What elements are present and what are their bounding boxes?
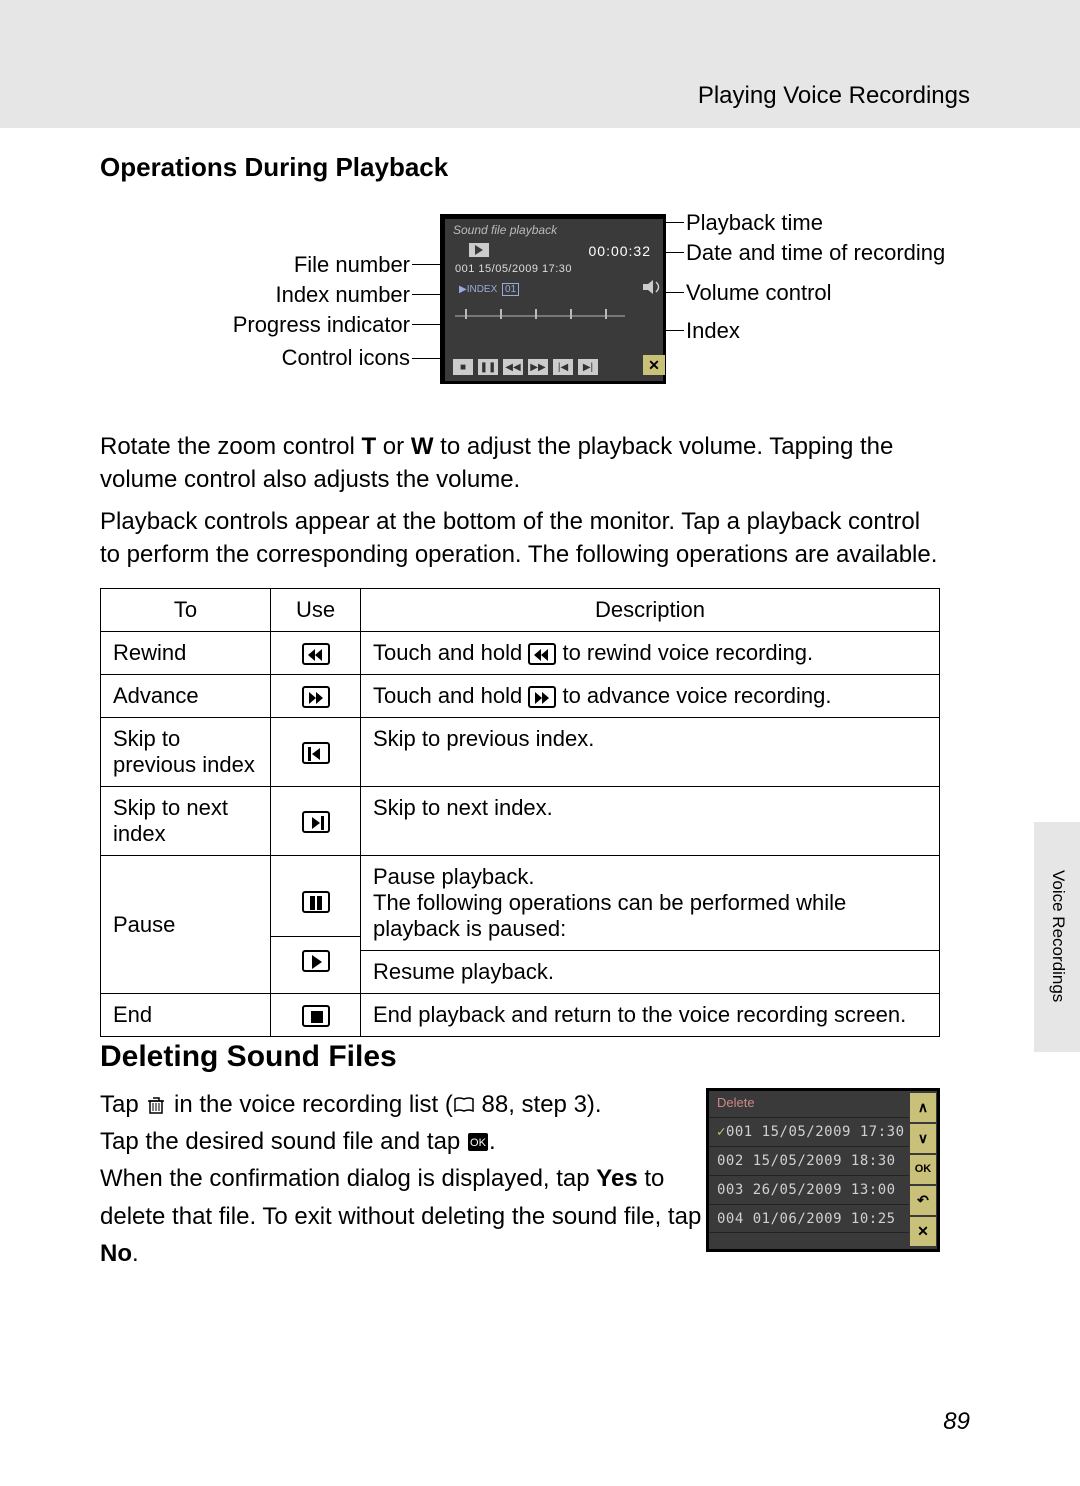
book-icon [453,1089,475,1109]
down-icon[interactable]: ∨ [910,1124,936,1153]
ok-icon[interactable]: OK [910,1155,936,1184]
volume-icon[interactable] [641,277,665,297]
delete-row[interactable]: 004 01/06/2009 10:25 [709,1204,909,1233]
row-skip-next: Skip to next index Skip to next index. [101,787,940,856]
rewind-icon[interactable]: ◀◀ [503,359,523,375]
rewind-icon [528,643,556,665]
label-date-time: Date and time of recording [686,240,945,266]
playback-diagram: File number Index number Progress indica… [100,210,940,410]
col-desc: Description [361,589,940,632]
play-indicator-icon [469,243,489,257]
row-advance: Advance Touch and hold to advance voice … [101,675,940,718]
index-line: ▶INDEX 01 [459,283,519,296]
up-icon[interactable]: ∧ [910,1093,936,1122]
col-to: To [101,589,271,632]
skip-next-icon[interactable]: ▶| [578,359,598,375]
side-label: Voice Recordings [1048,870,1068,1002]
page-number: 89 [943,1408,970,1436]
playback-time: 00:00:32 [589,243,652,259]
pause-icon[interactable]: ❚❚ [478,359,498,375]
table-header-row: To Use Description [101,589,940,632]
delete-row[interactable]: 003 26/05/2009 13:00 [709,1175,909,1204]
skip-prev-icon [302,742,330,764]
file-info-line: 001 15/05/2009 17:30 [455,263,572,275]
deleting-paragraphs: Tap in the voice recording list ( 88, st… [100,1086,710,1272]
control-icons-row: ■ ❚❚ ◀◀ ▶▶ |◀ ▶| [453,359,598,375]
deleting-heading: Deleting Sound Files [100,1040,397,1074]
playback-screen: Sound file playback 00:00:32 001 15/05/2… [440,214,666,384]
row-pause: Pause Pause playback. The following oper… [101,856,940,994]
row-rewind: Rewind Touch and hold to rewind voice re… [101,632,940,675]
delete-title: Delete [717,1095,755,1110]
row-end: End End playback and return to the voice… [101,994,940,1037]
stop-icon [302,1005,330,1027]
label-control-icons: Control icons [210,345,410,371]
pause-icon [302,891,330,913]
label-playback-time: Playback time [686,210,823,236]
label-progress: Progress indicator [170,312,410,338]
play-icon [302,950,330,972]
advance-icon [302,686,330,708]
skip-prev-icon[interactable]: |◀ [553,359,573,375]
advance-icon [528,686,556,708]
ok-icon: OK [467,1126,489,1146]
back-icon[interactable]: ↶ [910,1186,936,1215]
delete-side-buttons: ∧ ∨ OK ↶ ✕ [909,1091,937,1249]
breadcrumb: Playing Voice Recordings [698,82,970,110]
label-file-number: File number [210,252,410,278]
delete-row[interactable]: 002 15/05/2009 18:30 [709,1146,909,1175]
label-index: Index [686,318,740,344]
label-index-number: Index number [210,282,410,308]
close-icon[interactable]: ✕ [643,355,665,375]
skip-next-icon [302,811,330,833]
progress-indicator [455,309,625,323]
trash-icon [145,1089,167,1109]
operations-table: To Use Description Rewind Touch and hold… [100,588,940,1037]
stop-icon[interactable]: ■ [453,359,473,375]
rewind-icon [302,643,330,665]
col-use: Use [271,589,361,632]
section-title: Operations During Playback [100,152,448,183]
paragraph-1: Rotate the zoom control T or W to adjust… [100,430,940,496]
close-icon[interactable]: ✕ [910,1217,936,1246]
delete-row[interactable]: ✓001 15/05/2009 17:30 [709,1117,909,1146]
screen-header: Sound file playback [453,223,557,237]
row-skip-prev: Skip to previous index Skip to previous … [101,718,940,787]
advance-icon[interactable]: ▶▶ [528,359,548,375]
label-volume: Volume control [686,280,832,306]
paragraph-2: Playback controls appear at the bottom o… [100,505,940,571]
delete-list-screen: Delete ✓001 15/05/2009 17:30 002 15/05/2… [706,1088,940,1252]
svg-text:OK: OK [470,1137,487,1149]
page: Playing Voice Recordings Operations Duri… [0,0,1080,1486]
